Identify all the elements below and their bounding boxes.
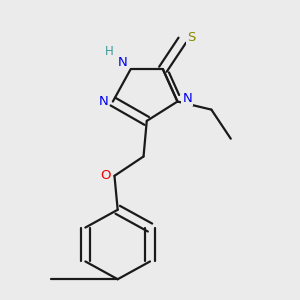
Text: O: O <box>100 169 111 182</box>
Text: H: H <box>105 45 114 58</box>
Text: N: N <box>98 95 108 108</box>
Text: S: S <box>187 31 196 44</box>
Text: N: N <box>182 92 192 105</box>
Text: N: N <box>118 56 128 69</box>
